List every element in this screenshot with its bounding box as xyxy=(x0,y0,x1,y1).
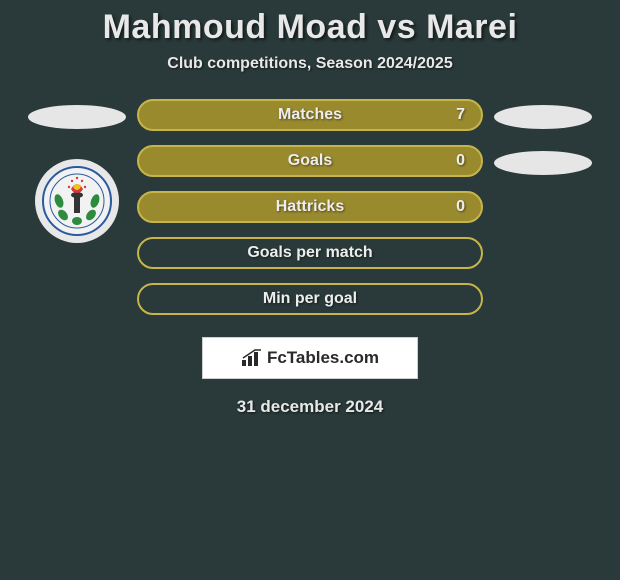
season-subtitle: Club competitions, Season 2024/2025 xyxy=(167,55,452,73)
stat-row-goals: Goals 0 xyxy=(137,145,483,177)
right-player-col xyxy=(483,99,603,175)
stats-column: Matches 7 Goals 0 Hattricks 0 Goals per … xyxy=(137,99,483,315)
bars-icon xyxy=(241,349,263,367)
infographic-container: Mahmoud Moad vs Marei Club competitions,… xyxy=(0,0,620,417)
brand-label: FcTables.com xyxy=(267,348,379,368)
stat-label: Hattricks xyxy=(276,198,344,216)
stat-row-goals-per-match: Goals per match xyxy=(137,237,483,269)
main-row: Matches 7 Goals 0 Hattricks 0 Goals per … xyxy=(0,99,620,315)
brand-box: FcTables.com xyxy=(202,337,418,379)
stat-value: 0 xyxy=(456,152,465,170)
player-oval xyxy=(494,151,592,175)
stat-label: Goals per match xyxy=(247,244,372,262)
stat-label: Matches xyxy=(278,106,342,124)
stat-value: 7 xyxy=(456,106,465,124)
stat-row-min-per-goal: Min per goal xyxy=(137,283,483,315)
stat-label: Goals xyxy=(288,152,332,170)
club-badge-icon xyxy=(35,159,119,243)
stat-value: 0 xyxy=(456,198,465,216)
comparison-title: Mahmoud Moad vs Marei xyxy=(103,8,518,47)
generated-date: 31 december 2024 xyxy=(237,397,384,417)
stat-label: Min per goal xyxy=(263,290,357,308)
left-player-col xyxy=(17,99,137,243)
stat-row-matches: Matches 7 xyxy=(137,99,483,131)
player-oval xyxy=(494,105,592,129)
stat-row-hattricks: Hattricks 0 xyxy=(137,191,483,223)
player-oval xyxy=(28,105,126,129)
